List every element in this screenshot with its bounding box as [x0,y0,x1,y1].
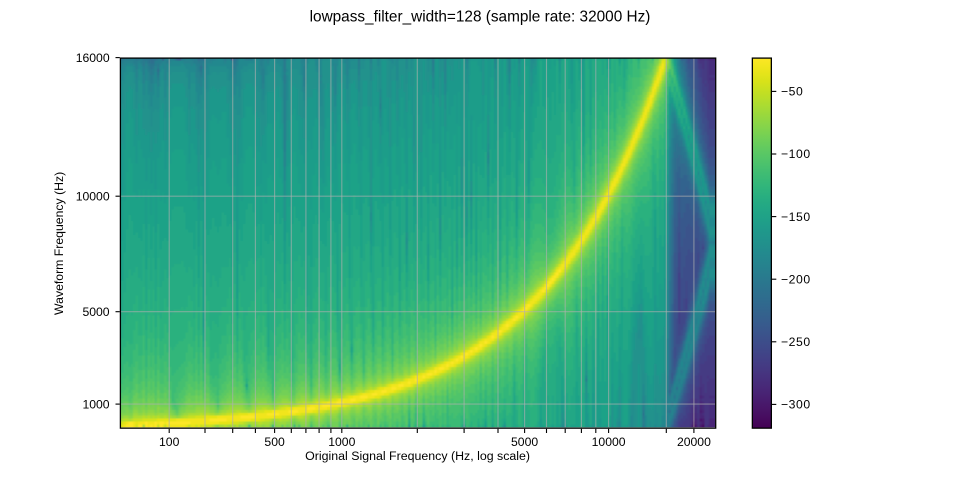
svg-text:500: 500 [264,435,285,449]
svg-text:1000: 1000 [328,435,355,449]
svg-text:20000: 20000 [677,435,711,449]
svg-text:−100: −100 [781,147,811,161]
svg-text:−50: −50 [781,85,803,99]
svg-text:lowpass_filter_width=128 (samp: lowpass_filter_width=128 (sample rate: 3… [310,8,651,25]
svg-text:10000: 10000 [76,190,110,204]
svg-text:−150: −150 [781,210,811,224]
svg-text:−300: −300 [781,398,811,412]
svg-text:10000: 10000 [592,435,626,449]
svg-text:5000: 5000 [82,305,109,319]
svg-text:Original Signal Frequency (Hz,: Original Signal Frequency (Hz, log scale… [305,449,530,463]
svg-text:1000: 1000 [82,397,109,411]
svg-text:−200: −200 [781,272,811,286]
svg-text:16000: 16000 [76,51,110,65]
svg-text:Waveform Frequency (Hz): Waveform Frequency (Hz) [52,172,66,315]
svg-text:5000: 5000 [511,435,538,449]
svg-text:100: 100 [159,435,180,449]
svg-text:−250: −250 [781,335,811,349]
